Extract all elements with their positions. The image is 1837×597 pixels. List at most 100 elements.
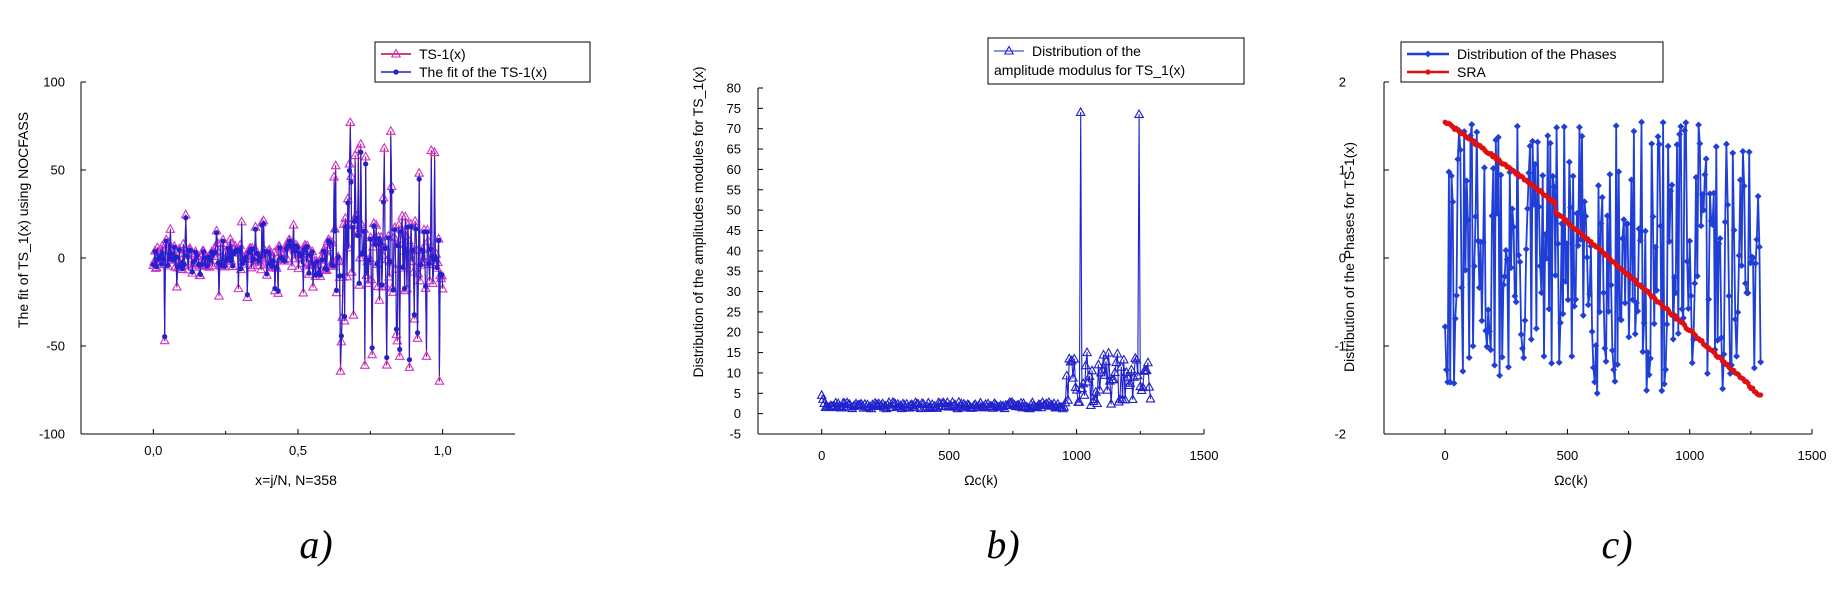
y-tick-label: 2 [1339,75,1346,90]
series-0 [816,106,1156,413]
data-point [367,349,378,359]
data-point [1450,379,1458,387]
data-point [379,282,385,288]
data-point [1639,348,1647,356]
data-point [1119,394,1131,404]
y-tick-label: -100 [39,427,65,442]
data-point [1591,378,1599,386]
legend-label: Distribution of the Phases [1457,46,1617,62]
data-point [1747,259,1754,267]
data-point [1116,361,1127,371]
y-tick-label: 100 [43,75,65,90]
data-point [1112,348,1123,358]
data-point [399,285,410,295]
data-point [1606,171,1614,178]
x-tick-label: 0 [818,448,825,463]
data-point [181,262,187,268]
data-point [1621,299,1629,307]
data-point [1108,373,1119,384]
data-point [1105,398,1117,408]
data-point [171,244,178,250]
data-point [1126,364,1137,374]
data-point [816,389,827,399]
data-point [1569,172,1577,180]
data-point [1629,296,1637,304]
data-point [411,312,417,318]
data-point [436,237,442,243]
data-point [188,247,194,254]
data-point [1567,204,1575,211]
data-point [1445,168,1453,176]
data-point [1630,127,1638,135]
data-point [1676,130,1683,138]
data-point [1456,146,1464,154]
data-point [307,281,319,291]
data-point [1682,119,1690,127]
x-tick-label: 0,5 [289,443,307,458]
data-point [1484,306,1492,314]
data-point [1479,238,1487,246]
data-point [1111,356,1122,367]
data-point [1489,164,1497,172]
data-point [397,346,403,353]
data-point [1127,393,1138,403]
data-point [1544,132,1552,140]
data-point [1731,315,1739,323]
data-point [1678,305,1686,313]
data-point [1060,397,1071,407]
data-point [343,224,349,230]
data-point [1698,190,1706,198]
data-point [1640,319,1648,327]
data-point [384,354,390,361]
data-point [1677,123,1685,130]
data-point [1546,139,1554,147]
data-point [1646,355,1654,362]
data-point [1614,361,1621,368]
data-point [1750,364,1758,372]
y-axis-title: Distribution of the amplitudes modules f… [690,67,706,378]
axes: 0 500 1000 1500 2 1 0 -1 -2 [1334,75,1826,464]
data-point [1525,169,1533,177]
data-point [390,287,396,293]
data-point [1603,212,1611,220]
data-point [374,294,385,304]
y-axis-title: Distribution of the Phases for TS-1(x) [1341,142,1357,372]
data-point [1635,225,1643,233]
data-point [1099,369,1110,379]
data-point [286,260,298,270]
data-point [1568,352,1576,360]
data-point [1548,359,1556,367]
data-point [1596,308,1604,316]
data-point [388,286,399,296]
data-point [1505,363,1512,371]
legend-marker [1424,50,1432,58]
data-point [349,149,361,160]
data-point [1615,168,1623,176]
data-point [1667,187,1675,195]
x-tick-label: 0,0 [144,443,162,458]
data-point [223,258,229,264]
data-point [1584,301,1592,309]
data-point [1074,396,1085,406]
data-point [1142,357,1154,367]
data-point [400,264,406,271]
data-point [1598,193,1606,201]
legend: TS-1(x) The fit of the TS-1(x) [374,41,591,83]
data-point [1496,372,1504,379]
y-tick-label: 1 [1339,163,1346,178]
data-point [233,282,244,293]
data-point [1579,311,1587,319]
data-point [423,283,429,289]
data-point [1752,260,1759,267]
data-point [1520,354,1528,362]
y-tick-label: 45 [727,223,741,238]
data-point [335,254,341,260]
data-point [1109,366,1121,377]
data-point [1725,292,1733,300]
data-point [165,262,171,268]
y-tick-label: 65 [727,142,741,157]
data-point [1654,133,1662,141]
y-tick-label: 20 [727,325,741,340]
data-point [252,226,259,232]
data-point [1543,254,1550,262]
